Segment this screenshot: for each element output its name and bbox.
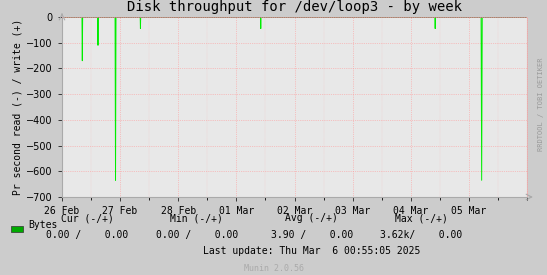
Text: Munin 2.0.56: Munin 2.0.56 (243, 264, 304, 273)
Y-axis label: Pr second read (-) / write (+): Pr second read (-) / write (+) (12, 19, 22, 195)
Text: Last update: Thu Mar  6 00:55:05 2025: Last update: Thu Mar 6 00:55:05 2025 (203, 246, 421, 256)
Text: Avg (-/+): Avg (-/+) (286, 213, 338, 223)
Text: Cur (-/+): Cur (-/+) (61, 213, 114, 223)
Text: Min (-/+): Min (-/+) (171, 213, 223, 223)
Text: Max (-/+): Max (-/+) (395, 213, 447, 223)
Text: 0.00 /    0.00: 0.00 / 0.00 (46, 230, 129, 240)
Text: 3.90 /    0.00: 3.90 / 0.00 (271, 230, 353, 240)
Text: 3.62k/    0.00: 3.62k/ 0.00 (380, 230, 462, 240)
Text: 0.00 /    0.00: 0.00 / 0.00 (156, 230, 238, 240)
Text: Bytes: Bytes (28, 220, 58, 230)
Title: Disk throughput for /dev/loop3 - by week: Disk throughput for /dev/loop3 - by week (127, 1, 462, 15)
Text: RRDTOOL / TOBI OETIKER: RRDTOOL / TOBI OETIKER (538, 58, 544, 151)
